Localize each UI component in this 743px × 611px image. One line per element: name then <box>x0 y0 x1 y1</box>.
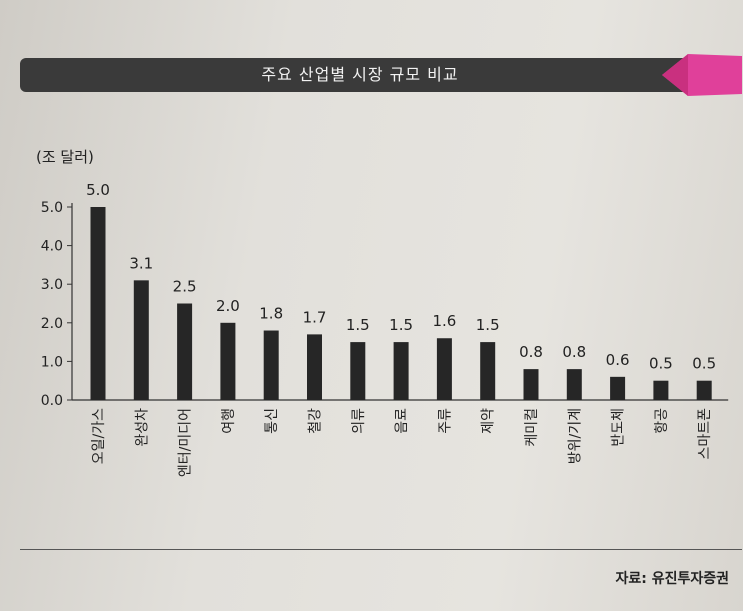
category-label: 방위/기계 <box>567 408 583 464</box>
bar <box>436 338 452 400</box>
bar <box>566 369 582 400</box>
category-label: 주류 <box>437 408 453 434</box>
category-label: 엔터/미디어 <box>178 408 194 477</box>
value-label: 0.5 <box>649 355 673 373</box>
divider <box>20 549 742 550</box>
chart-title: 주요 산업별 시장 규모 비교 <box>261 65 459 84</box>
category-label: 케미컬 <box>524 408 540 447</box>
category-label: 반도체 <box>611 408 627 447</box>
source-note: 자료: 유진투자증권 <box>615 571 729 587</box>
category-label: 스마트폰 <box>697 408 713 460</box>
category-label: 통신 <box>264 408 280 434</box>
value-label: 5.0 <box>86 181 110 199</box>
bar <box>133 280 149 400</box>
value-label: 1.5 <box>346 316 370 334</box>
y-tick-label: 2.0 <box>41 316 63 332</box>
bar <box>263 330 279 400</box>
value-label: 0.5 <box>692 355 716 373</box>
value-label: 3.1 <box>129 254 153 272</box>
y-axis-unit-label: (조 달러) <box>36 148 94 166</box>
value-label: 0.8 <box>519 343 543 361</box>
category-label: 철강 <box>308 408 324 434</box>
category-label: 항공 <box>654 408 670 434</box>
value-label: 0.6 <box>606 351 630 369</box>
bar <box>653 380 669 400</box>
y-tick-label: 5.0 <box>41 200 63 216</box>
y-tick-label: 4.0 <box>41 239 63 255</box>
value-label: 1.5 <box>389 316 413 334</box>
bar <box>523 369 539 400</box>
bookmark-tab-icon <box>662 54 742 96</box>
category-label: 완성차 <box>134 408 150 447</box>
value-label: 1.6 <box>432 312 456 330</box>
category-label: 제약 <box>481 408 497 434</box>
bar <box>307 334 322 400</box>
title-bar: 주요 산업별 시장 규모 비교 <box>20 58 700 92</box>
y-tick-label: 3.0 <box>41 277 63 293</box>
value-label: 1.5 <box>476 316 500 334</box>
bar <box>177 303 193 400</box>
value-label: 1.8 <box>259 305 283 323</box>
category-label: 여행 <box>221 408 237 434</box>
bar <box>220 322 236 400</box>
value-label: 1.7 <box>303 308 327 326</box>
bar <box>393 342 409 400</box>
category-label: 오일/가스 <box>91 408 107 464</box>
bar <box>696 380 712 400</box>
value-label: 2.0 <box>216 297 240 315</box>
bar <box>90 207 106 400</box>
bar <box>480 342 496 400</box>
category-label: 음료 <box>394 408 410 434</box>
value-label: 0.8 <box>562 343 586 361</box>
category-label: 의류 <box>351 408 367 434</box>
y-tick-label: 1.0 <box>41 354 63 370</box>
bar <box>610 376 626 400</box>
y-tick-label: 0.0 <box>41 393 63 409</box>
value-label: 2.5 <box>173 278 197 296</box>
bar <box>350 342 366 400</box>
